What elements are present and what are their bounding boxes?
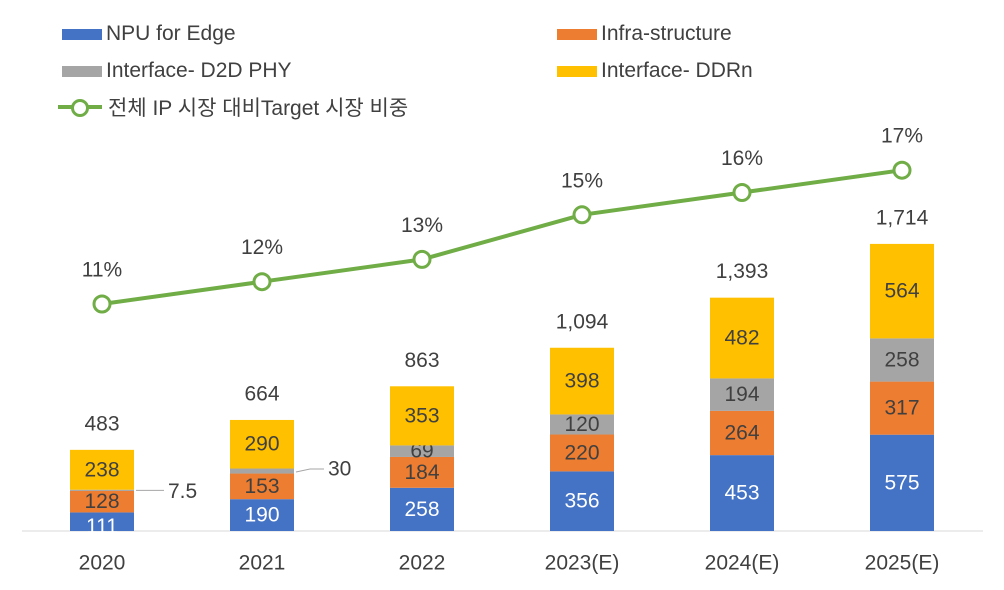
label-infra-4: 264 [724,422,759,445]
line-point-0 [92,294,112,314]
label-infra-0: 128 [84,490,119,513]
bar-ddr-4 [710,297,774,379]
bar-ddr-2 [390,386,454,446]
leader-line-d2d-1 [295,468,324,473]
x-tick-label-0: 2020 [79,552,126,575]
legend-swatch-infra [557,28,597,40]
total-label-1: 664 [244,382,279,405]
line-label-5: 17% [881,125,923,148]
total-label-5: 1,714 [876,206,929,229]
label-infra-1: 153 [244,475,279,498]
legend-label-d2d: Interface- D2D PHY [106,59,292,82]
label-ddr-2: 353 [404,404,439,427]
label-ddr-1: 290 [244,433,279,456]
total-label-2: 863 [404,349,439,372]
legend-item-share: 전체 IP 시장 대비Target 시장 비중 [58,92,408,122]
legend-item-d2d: Interface- D2D PHY [62,59,292,83]
line-point-5 [892,160,912,180]
total-label-4: 1,393 [716,260,769,283]
legend-item-ddr: Interface- DDRn [557,59,753,83]
label-infra-3: 220 [564,441,599,464]
bar-ddr-0 [70,449,134,490]
bar-d2d-1 [230,468,294,474]
bar-d2d-3 [550,414,614,435]
bar-infra-3 [550,434,614,472]
x-tick-label-3: 2023(E) [545,552,620,575]
total-label-3: 1,094 [556,310,609,333]
bar-npu-3 [550,471,614,531]
bar-d2d-0 [70,489,134,491]
bar-d2d-2 [390,445,454,457]
label-d2d-0: 7.5 [168,480,197,503]
line-point-3 [572,205,592,225]
label-d2d-2: 69 [410,440,433,463]
bar-d2d-4 [710,378,774,411]
label-ddr-5: 564 [884,280,919,303]
bar-npu-2 [390,487,454,531]
label-infra-5: 317 [884,397,919,420]
bar-infra-4 [710,410,774,456]
legend-line-marker [58,97,102,117]
line-label-1: 12% [241,236,283,259]
label-npu-1: 190 [244,504,279,527]
line-label-3: 15% [561,169,603,192]
x-tick-label-5: 2025(E) [865,552,940,575]
legend-item-infra: Infra-structure [557,22,732,46]
x-tick-label-2: 2022 [399,552,446,575]
bar-npu-0 [70,512,134,531]
bar-infra-1 [230,473,294,500]
legend: NPU for Edge Infra-structure Interface- … [0,0,1004,120]
x-tick-label-4: 2024(E) [705,552,780,575]
bar-infra-2 [390,456,454,488]
legend-swatch-npu [62,28,102,40]
label-npu-2: 258 [404,498,439,521]
legend-swatch-ddr [557,65,597,77]
label-ddr-4: 482 [724,327,759,350]
line-point-2 [412,249,432,269]
legend-swatch-d2d [62,65,102,77]
line-share [101,168,903,306]
line-label-0: 11% [82,259,122,282]
bar-npu-1 [230,499,294,531]
label-d2d-1: 30 [328,458,351,481]
label-npu-3: 356 [564,490,599,513]
label-ddr-3: 398 [564,370,599,393]
label-d2d-5: 258 [884,348,919,371]
bar-ddr-3 [550,347,614,415]
total-label-0: 483 [84,412,119,435]
label-npu-5: 575 [884,471,919,494]
legend-label-share: 전체 IP 시장 대비Target 시장 비중 [108,97,409,120]
x-tick-label-1: 2021 [239,552,286,575]
bar-npu-5 [870,434,934,531]
line-point-4 [732,183,752,202]
label-d2d-4: 194 [724,383,759,406]
legend-label-npu: NPU for Edge [106,22,236,45]
bar-infra-0 [70,490,134,513]
bar-d2d-5 [870,338,934,382]
label-npu-4: 453 [724,482,759,505]
legend-label-ddr: Interface- DDRn [601,59,753,82]
line-label-2: 13% [401,214,443,237]
legend-label-infra: Infra-structure [601,22,732,45]
label-ddr-0: 238 [84,458,119,481]
label-d2d-3: 120 [564,413,599,436]
line-point-1 [252,272,272,292]
bar-ddr-1 [230,419,294,469]
label-infra-2: 184 [404,461,439,484]
label-npu-0: 111 [86,515,118,538]
bar-npu-4 [710,455,774,531]
line-label-4: 16% [721,147,763,170]
bar-ddr-5 [870,243,934,339]
bar-infra-5 [870,381,934,435]
legend-item-npu: NPU for Edge [62,22,236,46]
